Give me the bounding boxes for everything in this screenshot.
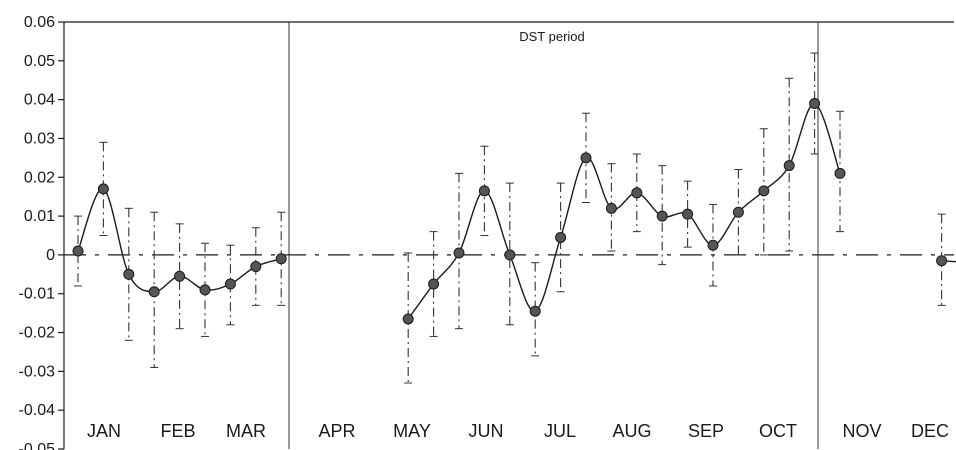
data-point: [148, 286, 160, 298]
dst-period-annotation: DST period: [519, 29, 585, 44]
y-tick-label: -0.01: [19, 286, 56, 303]
series-lines: [77, 102, 956, 320]
data-point: [529, 305, 541, 317]
y-tick-label: 0.02: [24, 169, 55, 186]
y-tick-label: 0: [46, 247, 55, 264]
y-tick-label: 0.05: [24, 53, 55, 70]
y-tick-label: -0.02: [19, 325, 56, 342]
data-point: [199, 284, 211, 296]
month-label-feb: FEB: [160, 421, 195, 441]
series-line: [941, 260, 956, 263]
data-point: [97, 183, 109, 195]
data-point: [732, 206, 744, 218]
month-label-sep: SEP: [688, 421, 724, 441]
month-label-mar: MAR: [226, 421, 266, 441]
data-markers: [72, 98, 948, 325]
y-tick-label: 0.06: [24, 14, 55, 31]
data-point: [631, 187, 643, 199]
y-tick-label: 0.01: [24, 208, 55, 225]
month-label-nov: NOV: [842, 421, 881, 441]
error-bars: [74, 52, 946, 384]
data-point: [936, 255, 948, 267]
data-point: [224, 278, 236, 290]
data-point: [605, 202, 617, 214]
data-point: [453, 247, 465, 259]
y-tick-label: -0.03: [19, 363, 56, 380]
data-point: [428, 278, 440, 290]
period-dividers: [288, 22, 819, 449]
data-point: [834, 167, 846, 179]
data-point: [758, 185, 770, 197]
data-point: [682, 208, 694, 220]
data-point: [123, 268, 135, 280]
y-tick-label: 0.04: [24, 92, 55, 109]
data-point: [478, 185, 490, 197]
month-label-jan: JAN: [87, 421, 121, 441]
axes: [63, 21, 954, 449]
month-label-jun: JUN: [469, 421, 504, 441]
month-label-may: MAY: [393, 421, 431, 441]
y-tick-label: -0.04: [19, 402, 56, 419]
data-point: [250, 261, 262, 273]
data-point: [809, 98, 821, 110]
data-point: [504, 249, 516, 261]
month-label-jul: JUL: [544, 421, 576, 441]
data-point: [402, 313, 414, 325]
month-label-oct: OCT: [759, 421, 797, 441]
month-labels: JAN FEB MAR APR MAY JUN JUL AUG SEP OCT NOV DEC: [87, 421, 949, 441]
data-point: [707, 239, 719, 251]
data-point: [783, 160, 795, 172]
data-point: [174, 270, 186, 282]
data-point: [656, 210, 668, 222]
y-tick-label: 0.03: [24, 130, 55, 147]
data-point: [580, 152, 592, 164]
y-axis-ticks: 0.06 0.05 0.04 0.03 0.02 0.01 0 -0.01 -0.02 -0.03…: [19, 14, 64, 450]
data-point: [555, 231, 567, 243]
series-line: [407, 102, 841, 320]
month-label-aug: AUG: [612, 421, 651, 441]
data-point: [72, 245, 84, 257]
month-label-dec: DEC: [911, 421, 949, 441]
month-label-apr: APR: [318, 421, 355, 441]
y-tick-label: -0.05: [19, 441, 56, 450]
data-point: [275, 253, 287, 265]
